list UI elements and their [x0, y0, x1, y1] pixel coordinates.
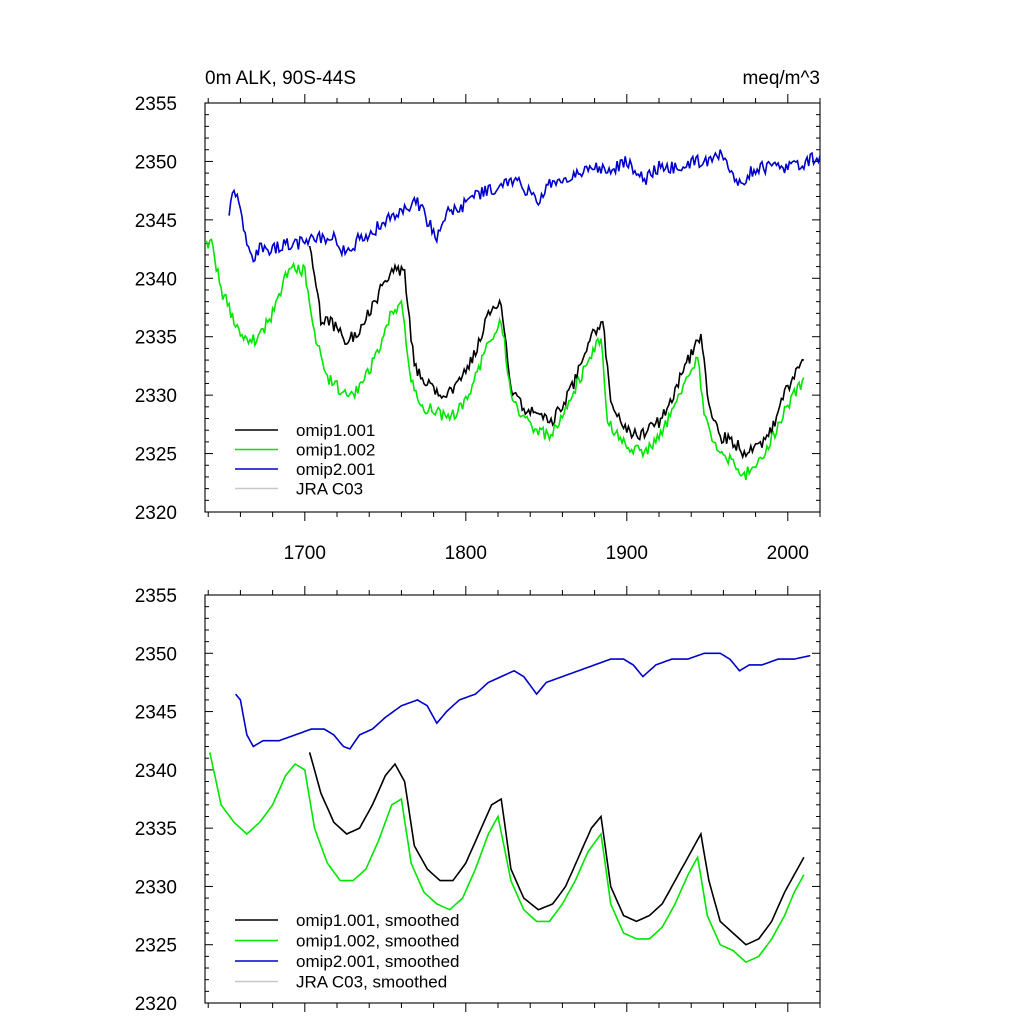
y-tick-label: 2330: [135, 877, 177, 898]
legend-label-omip1-001-smoothed: omip1.001, smoothed: [296, 911, 460, 930]
series-line-omip2-001: [228, 149, 821, 263]
y-tick-label: 2355: [135, 586, 177, 607]
y-tick-label: 2320: [135, 994, 177, 1015]
y-tick-label: 2325: [135, 936, 177, 957]
units-label: meq/m^3: [742, 68, 820, 89]
y-tick-label: 2320: [135, 503, 177, 524]
top-panel: 0m ALK, 90S-44S meq/m^3 2320 2325 2330 2335…: [135, 68, 821, 564]
y-tick-label: 2335: [135, 819, 177, 840]
x-tick-label: 2000: [767, 543, 809, 564]
y-tick-label: 2345: [135, 703, 177, 724]
panel-title: 0m ALK, 90S-44S: [205, 68, 356, 89]
legend-label-jra-c03: JRA C03: [296, 480, 363, 499]
series-lines-bottom: [209, 652, 811, 964]
legend-label-omip2-001: omip2.001: [296, 460, 375, 479]
legend-bottom: omip1.001, smoothed omip1.002, smoothedom…: [235, 911, 460, 992]
series-line-omip1-001: [308, 245, 805, 460]
legend-label-omip1-002-smoothed: omip1.002, smoothed: [296, 932, 460, 951]
y-tick-label: 2340: [135, 761, 177, 782]
series-line-omip1-001-smoothed: [308, 752, 805, 946]
plot-frame-bottom: [204, 594, 821, 1004]
axis-ticks-top: 2320 2325 2330 2335 2340 2345 2350 2355 1700 1800…: [135, 94, 821, 564]
series-lines-top: [204, 149, 821, 481]
series-line-omip2-001-smoothed: [234, 652, 811, 750]
x-tick-label: 1900: [606, 543, 648, 564]
y-tick-label: 2350: [135, 152, 177, 173]
x-tick-label: 1700: [284, 543, 326, 564]
y-tick-label: 2325: [135, 445, 177, 466]
y-tick-label: 2355: [135, 94, 177, 115]
legend-label-omip1-001: omip1.001: [296, 421, 375, 440]
legend-label-omip1-002: omip1.002: [296, 441, 375, 460]
plot-frame-top: [204, 102, 821, 513]
series-line-omip1-002-smoothed: [209, 752, 805, 964]
x-tick-label: 1800: [445, 543, 487, 564]
bottom-panel: 2320 2325 2330 2335 2340 2345 2350 2355 omip1.0…: [135, 586, 821, 1015]
y-tick-label: 2330: [135, 386, 177, 407]
y-tick-label: 2335: [135, 328, 177, 349]
axis-ticks-bottom: 2320 2325 2330 2335 2340 2345 2350 2355: [135, 586, 821, 1015]
series-line-omip1-002: [204, 238, 805, 481]
y-tick-label: 2340: [135, 269, 177, 290]
y-tick-label: 2350: [135, 644, 177, 665]
legend-label-jra-c03-smoothed: JRA C03, smoothed: [296, 973, 447, 992]
legend-label-omip2-001-smoothed: omip2.001, smoothed: [296, 952, 460, 971]
y-tick-label: 2345: [135, 211, 177, 232]
